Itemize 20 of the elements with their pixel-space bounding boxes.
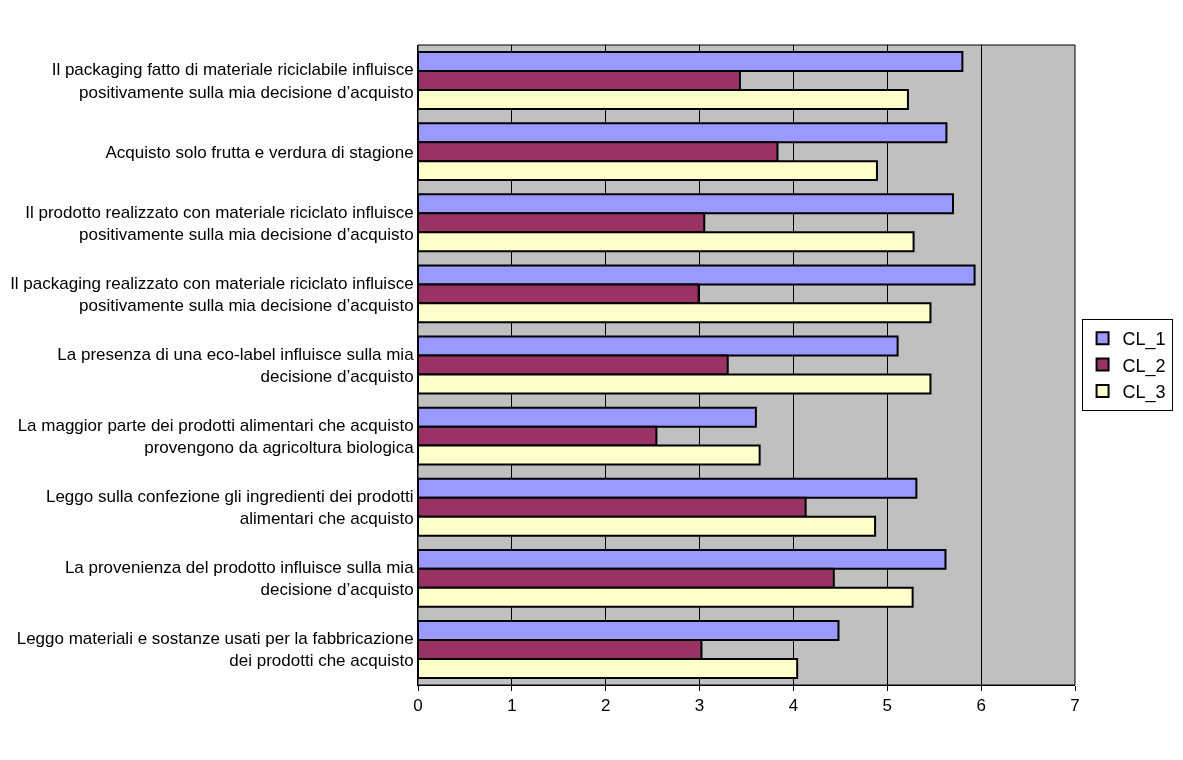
y-tick-label: Il packaging fatto di materiale riciclabile influisce positivamente sulla mia decisione d’acquisto (51, 60, 414, 102)
x-tick-label: 2 (600, 696, 611, 716)
y-tick-label: Acquisto solo frutta e verdura di stagione (105, 142, 414, 162)
x-tick-label: 0 (413, 696, 423, 716)
y-tick-label: La maggior parte dei prodotti alimentari che acquisto provengono da agricoltura biologica (17, 416, 415, 458)
y-tick-label: La provenienza del prodotto influisce sulla mia decisione d’acquisto (64, 558, 415, 600)
y-tick-label: Leggo materiali e sostanze usati per la fabbricazione dei prodotti che acquisto (16, 629, 414, 671)
x-tick-label: 3 (694, 696, 705, 716)
legend-label: CL_2 (1122, 355, 1166, 377)
x-tick-label: 7 (1070, 696, 1080, 716)
x-tick-label: 5 (882, 696, 893, 716)
x-tick-label: 1 (507, 696, 517, 716)
y-tick-label: Il packaging realizzato con materiale riciclato influisce positivamente sulla mia decisione d’acquisto (10, 273, 414, 315)
y-tick-label: Il prodotto realizzato con materiale riciclato influisce positivamente sulla mia decisione d’acquisto (25, 202, 414, 244)
x-tick-label: 4 (788, 696, 799, 716)
y-tick-label: Leggo sulla confezione gli ingredienti dei prodotti alimentari che acquisto (45, 487, 414, 529)
legend-label: CL_3 (1122, 382, 1166, 404)
y-tick-label: La presenza di una eco-label influisce sulla mia decisione d’acquisto (57, 344, 415, 386)
x-tick-label: 6 (976, 696, 986, 716)
legend-label: CL_1 (1122, 329, 1166, 351)
